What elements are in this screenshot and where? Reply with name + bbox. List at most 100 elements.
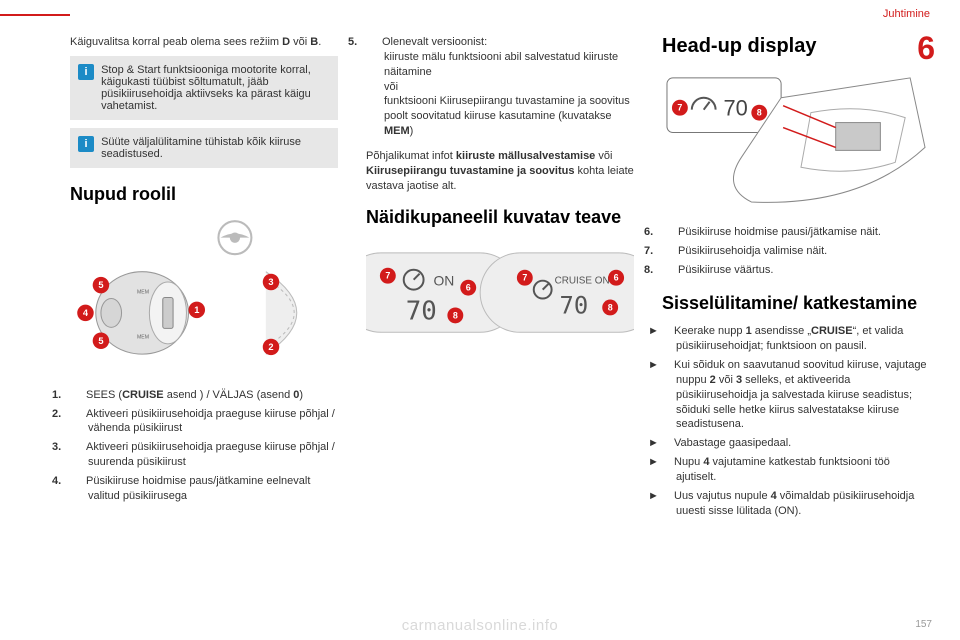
li5-l3b: ): [410, 125, 414, 137]
num-3: 3.: [70, 440, 86, 455]
num-5: 5.: [366, 35, 382, 50]
info-box-2: i Süüte väljalülitamine tühistab kõik ki…: [70, 128, 338, 168]
s4-c: vajutamine katkestab funktsiooni töö aju…: [676, 456, 890, 483]
num-6: 6.: [662, 225, 678, 240]
mi-a: Põhjalikumat infot: [366, 150, 456, 162]
panel-right: CRUISE ON 70: [480, 253, 634, 332]
header-rule: [0, 14, 70, 16]
list-item-8: 8.Püsikiiruse väärtus.: [662, 263, 930, 278]
s1-a: Keerake nupp: [674, 325, 746, 337]
li5-l1: Olenevalt versioonist:: [382, 36, 487, 48]
callout-8-r: 8: [602, 300, 618, 316]
on-text: ON: [433, 273, 454, 289]
s1-c: asendisse „: [752, 325, 811, 337]
arrow-icon: ►: [662, 358, 674, 373]
svg-text:8: 8: [757, 108, 762, 118]
svg-text:2: 2: [268, 342, 273, 352]
hud-speed: 70: [724, 96, 748, 121]
heading-nupud-roolil: Nupud roolil: [70, 184, 338, 205]
svg-text:MEM: MEM: [137, 289, 149, 295]
figure-hud: 70 7 8: [662, 68, 930, 217]
step-5: ►Uus vajutus nupule 4 võimaldab püsikiir…: [662, 489, 930, 519]
mi-d: Kiirusepiirangu tuvastamine ja soovitus: [366, 165, 574, 177]
intro-end: .: [318, 36, 321, 48]
list-controls: 1.SEES (CRUISE asend ) / VÄLJAS (asend 0…: [70, 388, 338, 508]
list-item-6: 6.Püsikiiruse hoidmise pausi/jätkamise n…: [662, 225, 930, 240]
svg-text:8: 8: [608, 303, 613, 313]
heading-naidik-teave: Näidikupaneelil kuvatav teave: [366, 207, 634, 228]
svg-text:MEM: MEM: [137, 335, 149, 341]
steering-wheel-icon: [218, 221, 251, 254]
callout-7-r: 7: [517, 270, 533, 286]
svg-text:8: 8: [453, 311, 458, 321]
li3-t: Aktiveeri püsikiirusehoidja praeguse kii…: [86, 441, 335, 468]
list-item-5-container: 5.Olenevalt versioonist: kiiruste mälu f…: [366, 35, 634, 143]
svg-text:7: 7: [385, 271, 390, 281]
list-item-7: 7.Püsikiirusehoidja valimise näit.: [662, 244, 930, 259]
step-4: ►Nupu 4 vajutamine katkestab funktsiooni…: [662, 455, 930, 485]
svg-text:5: 5: [98, 280, 103, 290]
heading-sisse-katkestamine: Sisselülitamine/ katkestamine: [662, 293, 930, 314]
watermark: carmanualsonline.info: [0, 617, 960, 634]
section-header: Juhtimine: [883, 8, 930, 20]
info-text-1: Stop & Start funktsiooniga mootorite kor…: [101, 64, 329, 112]
chapter-number: 6: [917, 30, 935, 67]
list-678: 6.Püsikiiruse hoidmise pausi/jätkamise n…: [662, 225, 930, 282]
intro-para: Käiguvalitsa korral peab olema sees reži…: [70, 35, 338, 50]
column-2: 5.Olenevalt versioonist: kiiruste mälu f…: [366, 35, 634, 615]
callout-1: 1: [189, 301, 205, 317]
step-2: ►Kui sõiduk on saavutanud soovitud kiiru…: [662, 358, 930, 432]
speed-right: 70: [560, 292, 589, 320]
s2-c: või: [716, 374, 736, 386]
intro-mid: või: [290, 36, 310, 48]
li8-t: Püsikiiruse väärtus.: [678, 264, 773, 276]
list-item-5: 5.Olenevalt versioonist: kiiruste mälu f…: [366, 35, 634, 139]
page-body: Käiguvalitsa korral peab olema sees reži…: [70, 35, 930, 615]
arrow-icon: ►: [662, 324, 674, 339]
figure-steering-controls: MEM MEM 5 4 5 1 3 2: [70, 215, 338, 380]
callout-3: 3: [263, 274, 279, 290]
page-number: 157: [915, 619, 932, 630]
li1-b: CRUISE: [122, 389, 164, 401]
li2-t: Aktiveeri püsikiirusehoidja praeguse kii…: [86, 408, 335, 435]
svg-text:4: 4: [83, 308, 89, 318]
column-3: 6 Head-up display 70 7 8 6.Püsikiiruse h…: [662, 35, 930, 615]
arrow-icon: ►: [662, 489, 674, 504]
callout-2: 2: [263, 339, 279, 355]
intro-text: Käiguvalitsa korral peab olema sees reži…: [70, 36, 282, 48]
num-2: 2.: [70, 407, 86, 422]
svg-text:3: 3: [268, 277, 273, 287]
li1-e: ): [299, 389, 303, 401]
svg-text:6: 6: [614, 273, 619, 283]
list-item-3: 3.Aktiveeri püsikiirusehoidja praeguse k…: [70, 440, 338, 470]
svg-text:7: 7: [677, 103, 682, 113]
li7-t: Püsikiirusehoidja valimise näit.: [678, 245, 827, 257]
callout-6-r: 6: [608, 270, 624, 286]
info-box-1: i Stop & Start funktsiooniga mootorite k…: [70, 56, 338, 120]
list-item-2: 2.Aktiveeri püsikiirusehoidja praeguse k…: [70, 407, 338, 437]
heading-hud: Head-up display: [662, 35, 930, 58]
callout-8-hud: 8: [751, 105, 767, 121]
svg-text:7: 7: [522, 273, 527, 283]
figure-instrument-panel: ON 70 CRUISE ON 70 7 6 8 7 6 8: [366, 238, 634, 357]
step-1: ►Keerake nupp 1 asendisse „CRUISE“, et v…: [662, 324, 930, 354]
column-1: Käiguvalitsa korral peab olema sees reži…: [70, 35, 338, 615]
cruise-on-text: CRUISE ON: [555, 276, 610, 287]
li5-mem: MEM: [384, 125, 410, 137]
callout-7-l: 7: [380, 268, 396, 284]
num-1: 1.: [70, 388, 86, 403]
li1-c: asend ) / VÄLJAS (asend: [164, 389, 294, 401]
s1-d: CRUISE: [811, 325, 853, 337]
speed-left: 70: [406, 297, 437, 327]
callout-5-top: 5: [93, 277, 109, 293]
num-7: 7.: [662, 244, 678, 259]
svg-text:1: 1: [194, 305, 199, 315]
li5-or: või: [384, 81, 398, 93]
callout-6-l: 6: [460, 280, 476, 296]
li5-l2: kiiruste mälu funktsiooni abil salvestat…: [384, 50, 634, 80]
num-8: 8.: [662, 263, 678, 278]
para-more-info: Põhjalikumat infot kiiruste mällusalvest…: [366, 149, 634, 194]
callout-7-hud: 7: [672, 100, 688, 116]
list-item-1: 1.SEES (CRUISE asend ) / VÄLJAS (asend 0…: [70, 388, 338, 403]
s4-a: Nupu: [674, 456, 703, 468]
